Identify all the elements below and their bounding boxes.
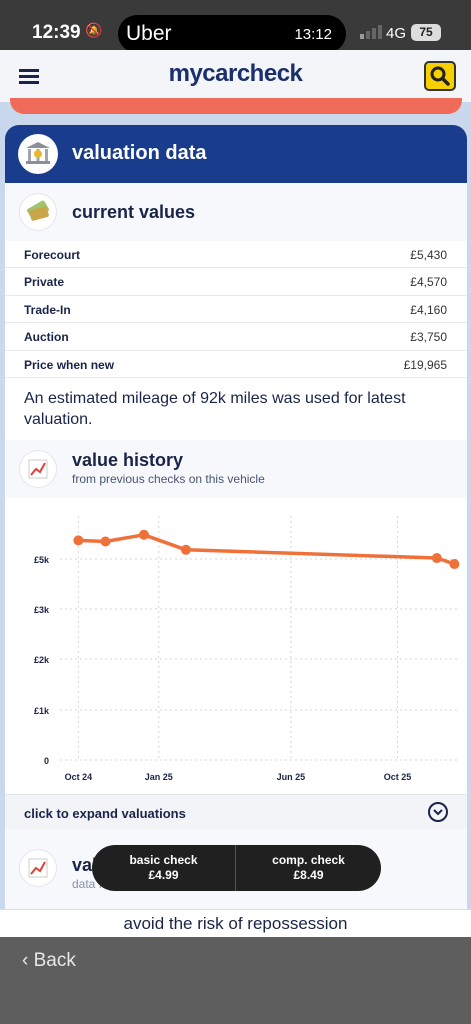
data-point [431,552,442,563]
data-point [449,559,460,570]
site-logo[interactable]: mycarcheck [168,60,303,87]
bank-icon [18,134,58,174]
value-history-title: value history [72,449,184,470]
y-tick-label: £1k [34,706,50,716]
valuation-card-header: valuation data [5,125,467,183]
value-row: Private £4,570 [5,268,467,296]
x-tick-label: Oct 25 [384,772,412,782]
expand-valuations-row[interactable]: click to expand valuations [5,793,467,829]
chevron-down-icon[interactable] [428,801,448,822]
y-tick-label: £3k [34,605,50,615]
bell-muted-icon: 🔕 [85,22,103,38]
value-amount: £4,160 [410,302,447,317]
x-tick-label: Jan 25 [145,772,173,782]
x-tick-label: Oct 24 [65,772,93,782]
value-amount: £3,750 [410,330,447,345]
y-tick-label: 0 [44,756,49,766]
data-point [73,535,84,546]
back-button[interactable]: ‹ Back [22,950,76,972]
status-time: 12:39 [32,22,81,43]
current-values-title: current values [72,202,196,222]
island-time: 13:12 [294,26,332,43]
value-label: Auction [24,330,69,345]
money-icon [19,193,57,231]
card-title: valuation data [72,142,207,164]
check-purchase-pill: basic check £4.99 comp. check £8.49 [92,845,381,891]
series-line [78,533,455,566]
basic-check-price: £4.99 [148,868,179,882]
previous-section-edge [10,98,462,114]
value-amount: £19,965 [403,357,447,372]
mileage-note: An estimated mileage of 92k miles was us… [24,389,406,428]
battery-indicator: 75 [411,24,441,41]
chart-icon [19,449,57,488]
basic-check-label: basic check [129,853,198,867]
value-history-header: value history from previous checks on th… [5,439,467,498]
comp-check-button[interactable]: comp. check £8.49 [237,853,380,883]
comp-check-label: comp. check [272,853,345,867]
y-tick-label: £5k [34,555,50,565]
signal-icon [360,25,382,39]
value-history-subtitle: from previous checks on this vehicle [72,471,265,486]
app-header: mycarcheck [0,50,471,102]
island-app-name: Uber [126,22,172,45]
pill-divider [235,845,236,891]
value-row: Trade-In £4,160 [5,296,467,324]
value-history-chart: 0 £1k £2k £3k £5k Oct 24 Jan 25 Jun 25 Oct 25 [5,497,467,794]
value-row: Forecourt £5,430 [5,241,467,269]
hamburger-icon[interactable] [19,69,39,84]
chart-icon [19,848,57,887]
y-tick-label: £2k [34,655,50,665]
data-point [100,536,111,547]
promo-banner[interactable]: avoid the risk of repossession [0,909,471,937]
status-bar: 12:39 🔕 Uber 13:12 4G 75 [0,0,471,53]
search-icon[interactable] [424,61,456,91]
chart-svg: 0 £1k £2k £3k £5k Oct 24 Jan 25 Jun 25 Oct 25 [34,515,460,782]
value-amount: £4,570 [410,275,447,290]
data-point [180,544,191,555]
current-values-header: current values [5,183,467,241]
valuation-card: valuation data current values Forecourt … [5,125,467,955]
value-amount: £5,430 [410,248,447,262]
comp-check-price: £8.49 [293,868,324,882]
dynamic-island[interactable]: Uber 13:12 [118,15,346,53]
browser-bottom-bar: ‹ Back [0,937,471,1024]
chevron-left-icon: ‹ [22,950,29,971]
data-point [138,529,149,540]
value-row: Price when new £19,965 [5,351,467,378]
back-label: Back [33,950,76,971]
value-label: Forecourt [24,248,81,262]
expand-label: click to expand valuations [24,805,186,821]
value-label: Trade-In [24,302,71,317]
value-row: Auction £3,750 [5,323,467,351]
value-label: Private [24,275,65,290]
network-type: 4G [386,25,407,42]
x-tick-label: Jun 25 [277,772,306,782]
basic-check-button[interactable]: basic check £4.99 [92,853,235,883]
value-label: Price when new [24,357,115,372]
